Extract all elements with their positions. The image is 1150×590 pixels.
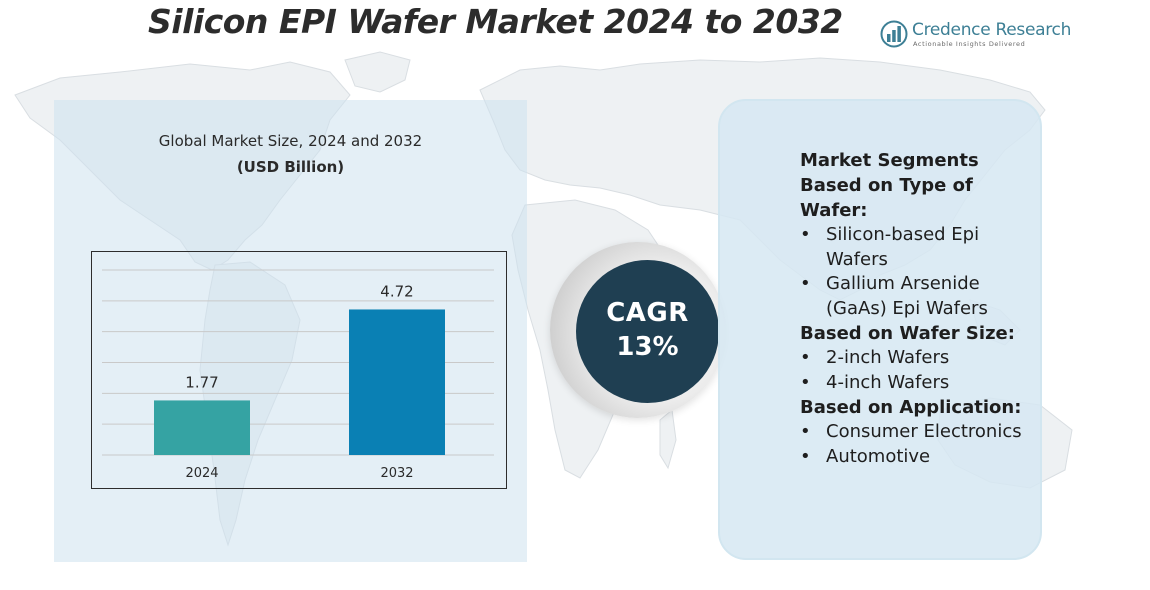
bar-chart-logo-icon bbox=[880, 20, 908, 48]
bar-chart-plot: 1.77 2024 4.72 2032 bbox=[102, 269, 494, 481]
bullet-icon: • bbox=[800, 224, 811, 245]
cagr-badge: CAGR 13% bbox=[576, 260, 719, 403]
segment-item-label: Consumer Electronics bbox=[826, 421, 1022, 442]
data-label: 4.72 bbox=[380, 282, 413, 300]
segment-list: • 2-inch Wafers • 4-inch Wafers bbox=[800, 346, 1040, 395]
bullet-icon: • bbox=[800, 371, 811, 393]
segment-item-label: Automotive bbox=[826, 445, 931, 467]
segment-item-label: 2-inch Wafers bbox=[826, 347, 950, 368]
segment-item: • 2-inch Wafers bbox=[800, 346, 1036, 371]
segment-group-heading: Based on Wafer Size: bbox=[800, 323, 1015, 344]
segment-item-label: 4-inch Wafers bbox=[826, 371, 950, 393]
segments-panel bbox=[718, 99, 1042, 560]
x-tick-label: 2024 bbox=[185, 466, 218, 481]
segment-list: • Silicon-based Epi Wafers • Gallium Arseni… bbox=[800, 223, 1040, 321]
chart-heading: Global Market Size, 2024 and 2032 (USD B… bbox=[54, 128, 527, 180]
segment-group-heading: Based on Type of Wafer: bbox=[800, 175, 973, 221]
chart-unit-label: (USD Billion) bbox=[236, 158, 345, 176]
brand-tagline: Actionable Insights Delivered bbox=[913, 40, 1026, 48]
bar-2032 bbox=[349, 309, 445, 455]
segment-item-label: Gallium Arsenide (GaAs) Epi Wafers bbox=[826, 273, 988, 319]
segment-item: • Consumer Electronics bbox=[800, 420, 1036, 445]
segment-item: • 4-inch Wafers bbox=[800, 371, 1036, 396]
segment-group-heading: Based on Application: bbox=[800, 397, 1022, 418]
bullet-icon: • bbox=[800, 347, 811, 368]
bullet-icon: • bbox=[800, 421, 811, 442]
market-segments: Market Segments Based on Type of Wafer: •… bbox=[800, 148, 1040, 469]
segments-title: Market Segments bbox=[800, 150, 979, 171]
bar-chart: 1.77 2024 4.72 2032 bbox=[91, 251, 507, 489]
cagr-value: 13% bbox=[616, 332, 679, 362]
segment-item: • Silicon-based Epi Wafers bbox=[800, 223, 1036, 272]
chart-title: Global Market Size, 2024 and 2032 bbox=[158, 132, 423, 150]
segment-item: • Gallium Arsenide (GaAs) Epi Wafers bbox=[800, 272, 1036, 321]
segment-groups: Based on Type of Wafer: • Silicon-based Ep… bbox=[800, 173, 1040, 469]
segment-item: • Automotive bbox=[800, 445, 1036, 470]
bullet-icon: • bbox=[800, 273, 811, 294]
bullet-icon: • bbox=[800, 445, 811, 467]
x-tick-label: 2032 bbox=[380, 466, 413, 481]
bar-2024 bbox=[154, 400, 250, 455]
segment-list: • Consumer Electronics • Automotive bbox=[800, 420, 1040, 469]
data-label: 1.77 bbox=[185, 373, 218, 391]
chart-panel bbox=[54, 100, 527, 562]
brand-name: Credence Research bbox=[912, 20, 1072, 40]
segment-item-label: Silicon-based Epi Wafers bbox=[826, 224, 980, 270]
page-title: Silicon EPI Wafer Market 2024 to 2032 bbox=[148, 2, 843, 41]
cagr-label: CAGR bbox=[606, 298, 689, 328]
